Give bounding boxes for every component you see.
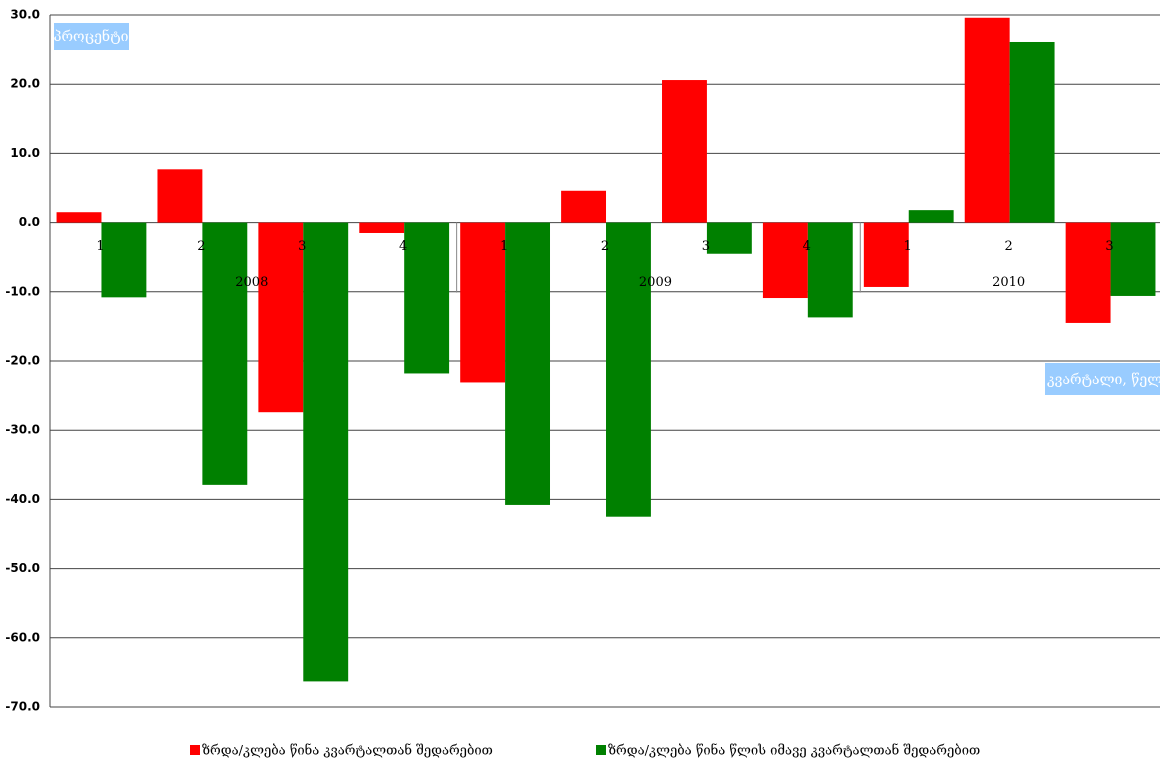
x-label-box xyxy=(1045,363,1160,395)
x-tick-label: 2 xyxy=(1004,239,1012,254)
y-tick-label: -40.0 xyxy=(5,492,40,506)
y-tick-label: 0.0 xyxy=(19,215,40,229)
legend-label: ზრდა/კლება წინა კვარტალთან შედარებით xyxy=(202,743,493,759)
x-tick-label: 3 xyxy=(702,239,710,254)
bar xyxy=(303,222,349,682)
y-tick-label: -10.0 xyxy=(5,284,40,298)
x-tick-label: 4 xyxy=(399,239,407,254)
y-tick-label: 30.0 xyxy=(10,8,40,22)
bar xyxy=(662,80,707,223)
bar xyxy=(606,222,651,517)
bar xyxy=(404,222,450,374)
x-tick-label: 1 xyxy=(500,239,508,254)
bar xyxy=(807,222,853,318)
y-tick-label: -60.0 xyxy=(5,630,40,644)
y-tick-label: -50.0 xyxy=(5,561,40,575)
y-tick-label: -30.0 xyxy=(5,423,40,437)
x-tick-label: 2 xyxy=(197,239,205,254)
x-tick-label: 4 xyxy=(803,239,811,254)
y-label-box xyxy=(54,23,129,50)
x-tick-label: 2 xyxy=(601,239,609,254)
group-label: 2010 xyxy=(992,275,1025,290)
bar xyxy=(101,222,147,298)
y-tick-label: 20.0 xyxy=(10,77,40,91)
bar xyxy=(863,222,909,287)
y-axis-label: პროცენტი xyxy=(54,27,129,45)
y-tick-label: 10.0 xyxy=(10,146,40,160)
bar xyxy=(359,222,405,233)
group-label: 2009 xyxy=(639,275,672,290)
x-axis-label: კვარტალი, წელი xyxy=(1047,371,1160,388)
x-tick-label: 1 xyxy=(904,239,912,254)
bar xyxy=(258,222,304,413)
bar xyxy=(706,222,752,254)
x-tick-label: 3 xyxy=(1105,239,1113,254)
bar xyxy=(505,222,551,505)
bar xyxy=(964,17,1010,223)
y-tick-label: -20.0 xyxy=(5,354,40,368)
bar xyxy=(56,212,102,223)
bar xyxy=(908,210,954,223)
legend-label: ზრდა/კლება წინა წლის იმავე კვარტალთან შე… xyxy=(608,743,980,759)
bar xyxy=(157,169,203,223)
bar xyxy=(1110,222,1156,296)
bar xyxy=(202,222,248,485)
legend-swatch xyxy=(596,745,606,755)
bar xyxy=(762,222,808,299)
x-tick-label: 3 xyxy=(298,239,306,254)
legend-swatch xyxy=(190,745,200,755)
bar xyxy=(1065,222,1111,323)
x-tick-label: 1 xyxy=(96,239,104,254)
group-label: 2008 xyxy=(235,275,268,290)
bar xyxy=(561,190,607,223)
bar xyxy=(460,222,506,383)
bar xyxy=(1009,41,1055,223)
y-tick-label: -70.0 xyxy=(5,700,40,714)
